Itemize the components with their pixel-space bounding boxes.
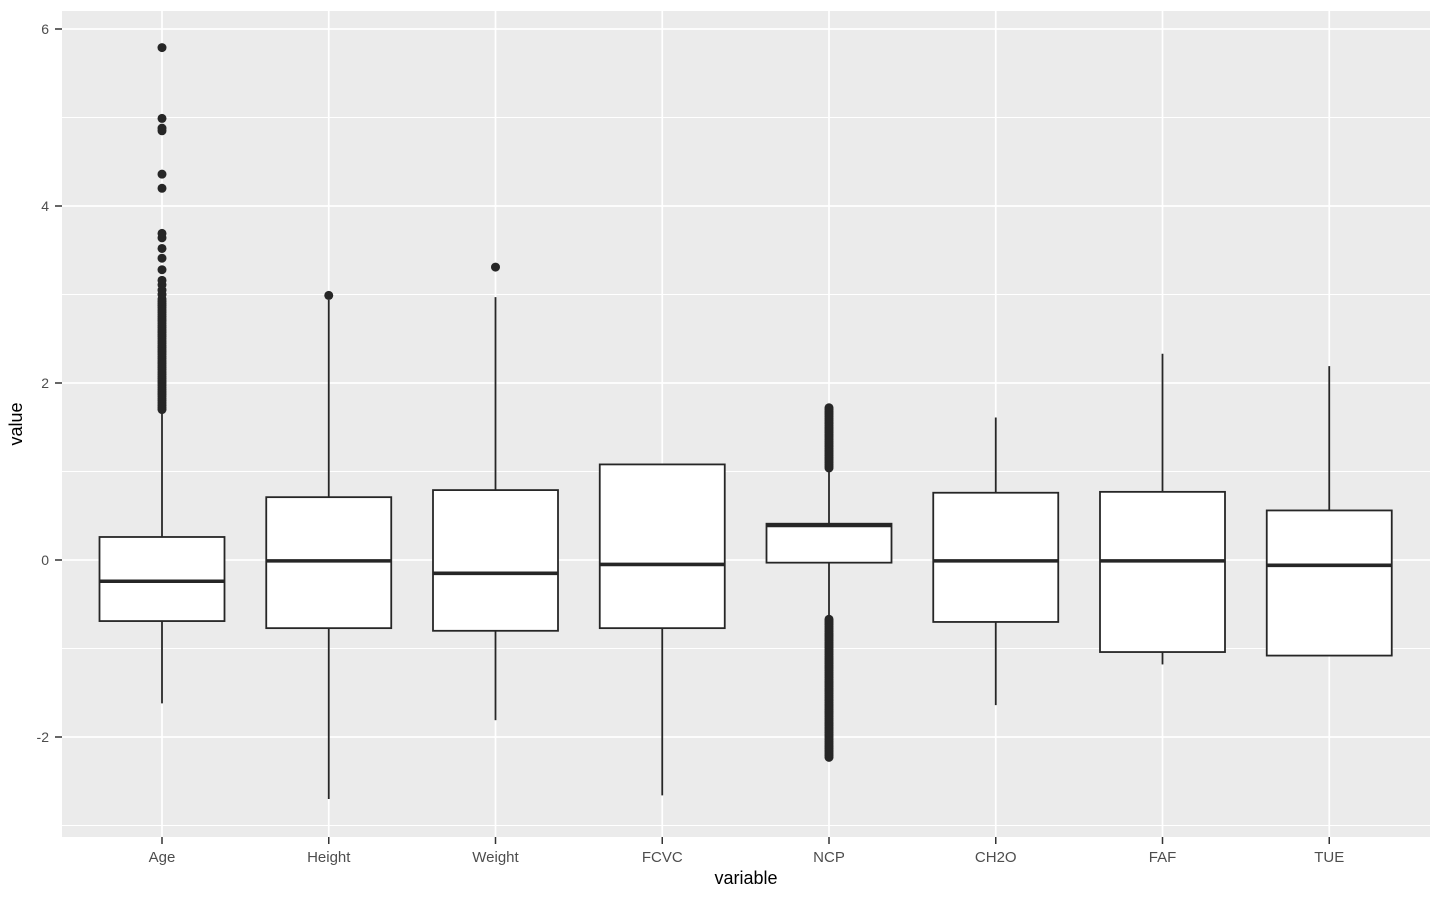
- iqr-box: [1265, 509, 1393, 657]
- outlier-dot: [157, 275, 167, 285]
- boxplot-height: [265, 290, 393, 799]
- boxplot-fcvc: [598, 463, 726, 796]
- y-tick-label: -2: [37, 729, 50, 745]
- iqr-box: [98, 536, 226, 622]
- boxplot-weight: [432, 262, 559, 721]
- x-tick-label: TUE: [1314, 849, 1344, 866]
- iqr-box: [1099, 490, 1226, 653]
- iqr-box: [932, 491, 1060, 623]
- outlier-dot: [157, 253, 167, 263]
- outlier-dot: [491, 262, 500, 272]
- outlier-dot: [157, 183, 167, 193]
- boxplot-age: [98, 43, 226, 704]
- x-tick-label: Height: [307, 849, 351, 866]
- x-tick-label: FAF: [1149, 849, 1177, 866]
- panel-background: [62, 11, 1430, 837]
- outlier-dot: [157, 243, 167, 253]
- x-tick-label: CH2O: [975, 849, 1017, 866]
- boxplot-ncp: [765, 403, 893, 762]
- outlier-dot: [157, 123, 167, 133]
- outlier-dot: [157, 228, 167, 238]
- x-tick-label: Age: [149, 849, 176, 866]
- x-tick-label: NCP: [813, 849, 845, 866]
- outlier-dot: [157, 113, 167, 123]
- iqr-box: [432, 489, 559, 632]
- axes: 6 4 2 0 -2 Age Height Weight FCVC NCP CH2O FAF TUE: [37, 21, 1345, 866]
- y-tick-label: 0: [41, 552, 49, 568]
- y-axis-title: value: [6, 402, 26, 445]
- outlier-dot: [324, 290, 334, 300]
- iqr-box: [765, 522, 893, 564]
- x-axis-title: variable: [714, 868, 777, 888]
- x-tick-label: FCVC: [642, 849, 683, 866]
- y-tick-label: 6: [41, 21, 49, 37]
- boxplot-tue: [1265, 366, 1393, 657]
- outlier-dot: [157, 43, 167, 53]
- x-tick-label: Weight: [472, 849, 519, 866]
- outlier-dot: [824, 403, 834, 413]
- outlier-dot: [824, 614, 834, 624]
- y-tick-label: 4: [41, 198, 49, 214]
- iqr-box: [598, 463, 726, 630]
- y-tick-label: 2: [41, 375, 49, 391]
- plot-panel: [62, 11, 1430, 837]
- outlier-dot: [157, 169, 167, 179]
- boxplot-faf: [1099, 353, 1226, 665]
- outlier-dot: [157, 265, 167, 275]
- boxplot-ch2o: [932, 417, 1060, 706]
